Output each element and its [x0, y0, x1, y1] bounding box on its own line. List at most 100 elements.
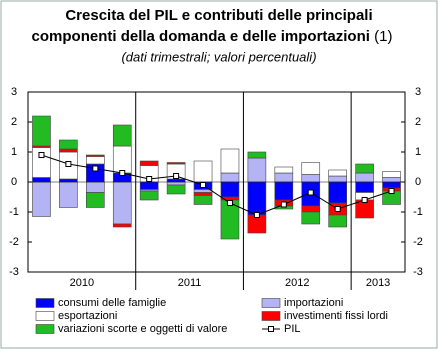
legend-marker — [268, 326, 274, 332]
y-tick-label: -1 — [9, 206, 19, 218]
bar-segment — [193, 195, 213, 205]
bar-segment — [112, 124, 132, 147]
x-tick-label: 2013 — [366, 277, 390, 289]
legend-swatch — [35, 311, 55, 321]
bar-segment — [247, 151, 267, 159]
y2-tick-label: -1 — [413, 206, 423, 218]
bar-segment — [247, 181, 267, 216]
bar-segment — [301, 211, 321, 225]
bar-segment — [193, 160, 213, 183]
bar-segment — [59, 148, 78, 153]
bar-segment — [193, 192, 213, 196]
legend-label: variazioni scorte e oggetti di valore — [58, 323, 227, 335]
line-marker — [361, 197, 368, 203]
bar-segment — [86, 192, 105, 208]
bar-segment — [220, 172, 240, 183]
line-marker — [253, 212, 260, 218]
chart-title: Crescita del PIL e contributi delle prin… — [65, 7, 372, 24]
legend-swatch — [261, 298, 281, 308]
y2-tick-label: 0 — [415, 176, 421, 188]
line-series — [41, 154, 392, 216]
bar-segment — [382, 171, 401, 178]
bar-segment — [220, 181, 240, 198]
bar-segment — [355, 163, 374, 174]
line-marker — [226, 200, 233, 206]
line-marker — [173, 173, 180, 179]
y2-tick-label: -2 — [413, 236, 423, 248]
bar-segment — [301, 205, 321, 213]
line-marker — [65, 161, 72, 167]
bar-segment — [166, 178, 186, 183]
bar-segment — [301, 162, 321, 175]
bar-segment — [328, 175, 347, 183]
legend-label: consumi delle famiglie — [58, 297, 166, 309]
bar-segment — [274, 181, 294, 201]
bar-segment — [274, 172, 294, 183]
bar-segment — [166, 184, 186, 195]
bar-segment — [328, 214, 347, 228]
bar-segment — [166, 181, 186, 186]
line-marker — [146, 176, 153, 182]
title-line2: componenti della domanda e delle importa… — [32, 28, 370, 45]
y2-tick-label: 1 — [415, 146, 421, 158]
chart-subtitle: (dati trimestrali; valori percentuali) — [121, 49, 316, 64]
line-marker — [38, 152, 45, 158]
bar-segment — [355, 181, 374, 193]
line-marker — [388, 188, 395, 194]
bar-segment — [32, 115, 51, 147]
line-marker — [200, 182, 207, 188]
legend-swatch — [261, 311, 281, 321]
legend-label: importazioni — [284, 297, 343, 309]
bar-segment — [328, 181, 347, 204]
bar-segment — [139, 190, 159, 201]
bar-segment — [139, 181, 159, 190]
bar-segment — [301, 174, 321, 183]
bar-segment — [220, 148, 240, 174]
bar-segment — [355, 172, 374, 183]
bar-segment — [112, 145, 132, 174]
bar-segment — [86, 154, 105, 157]
line-marker — [307, 189, 314, 196]
x-tick-label: 2010 — [70, 277, 94, 289]
bar-segment — [32, 177, 51, 183]
x-tick-label: 2011 — [178, 277, 202, 289]
title-note: (1) — [374, 28, 392, 45]
bar-segment — [59, 178, 78, 183]
bar-segment — [328, 169, 347, 177]
y2-tick-label: 3 — [415, 86, 421, 98]
y-tick-label: 0 — [11, 176, 17, 188]
bar-segment — [86, 156, 105, 165]
bar-segment — [382, 181, 401, 189]
bar-segment — [274, 166, 294, 174]
y-tick-label: -2 — [9, 236, 19, 248]
chart-title-line2: componenti della domanda e delle importa… — [32, 28, 393, 45]
bar-segment — [382, 177, 401, 183]
y2-tick-label: 2 — [415, 116, 421, 128]
legend-label: investimenti fissi lordi — [284, 310, 388, 322]
bar-segment — [59, 139, 78, 150]
y-tick-label: 2 — [11, 116, 17, 128]
bar-segment — [59, 181, 78, 208]
y-tick-label: 3 — [11, 86, 17, 98]
bar-segment — [193, 189, 213, 193]
line-marker — [280, 201, 287, 208]
line-marker — [92, 165, 99, 172]
y-tick-label: -3 — [9, 266, 19, 278]
legend-label: esportazioni — [58, 310, 117, 322]
bar-segment — [32, 181, 51, 217]
bar-segment — [86, 181, 105, 193]
bar-segment — [166, 162, 186, 165]
y2-tick-label: -3 — [413, 266, 423, 278]
legend-label: PIL — [284, 323, 301, 335]
y-tick-label: 1 — [11, 146, 17, 158]
legend-swatch — [35, 298, 55, 308]
x-tick-label: 2012 — [285, 277, 309, 289]
bar-segment — [112, 181, 132, 225]
line-marker — [119, 170, 126, 176]
bar-segment — [139, 160, 159, 166]
legend-swatch — [35, 324, 55, 334]
bar-segment — [247, 157, 267, 183]
bar-segment — [112, 223, 132, 228]
line-marker — [334, 206, 341, 212]
